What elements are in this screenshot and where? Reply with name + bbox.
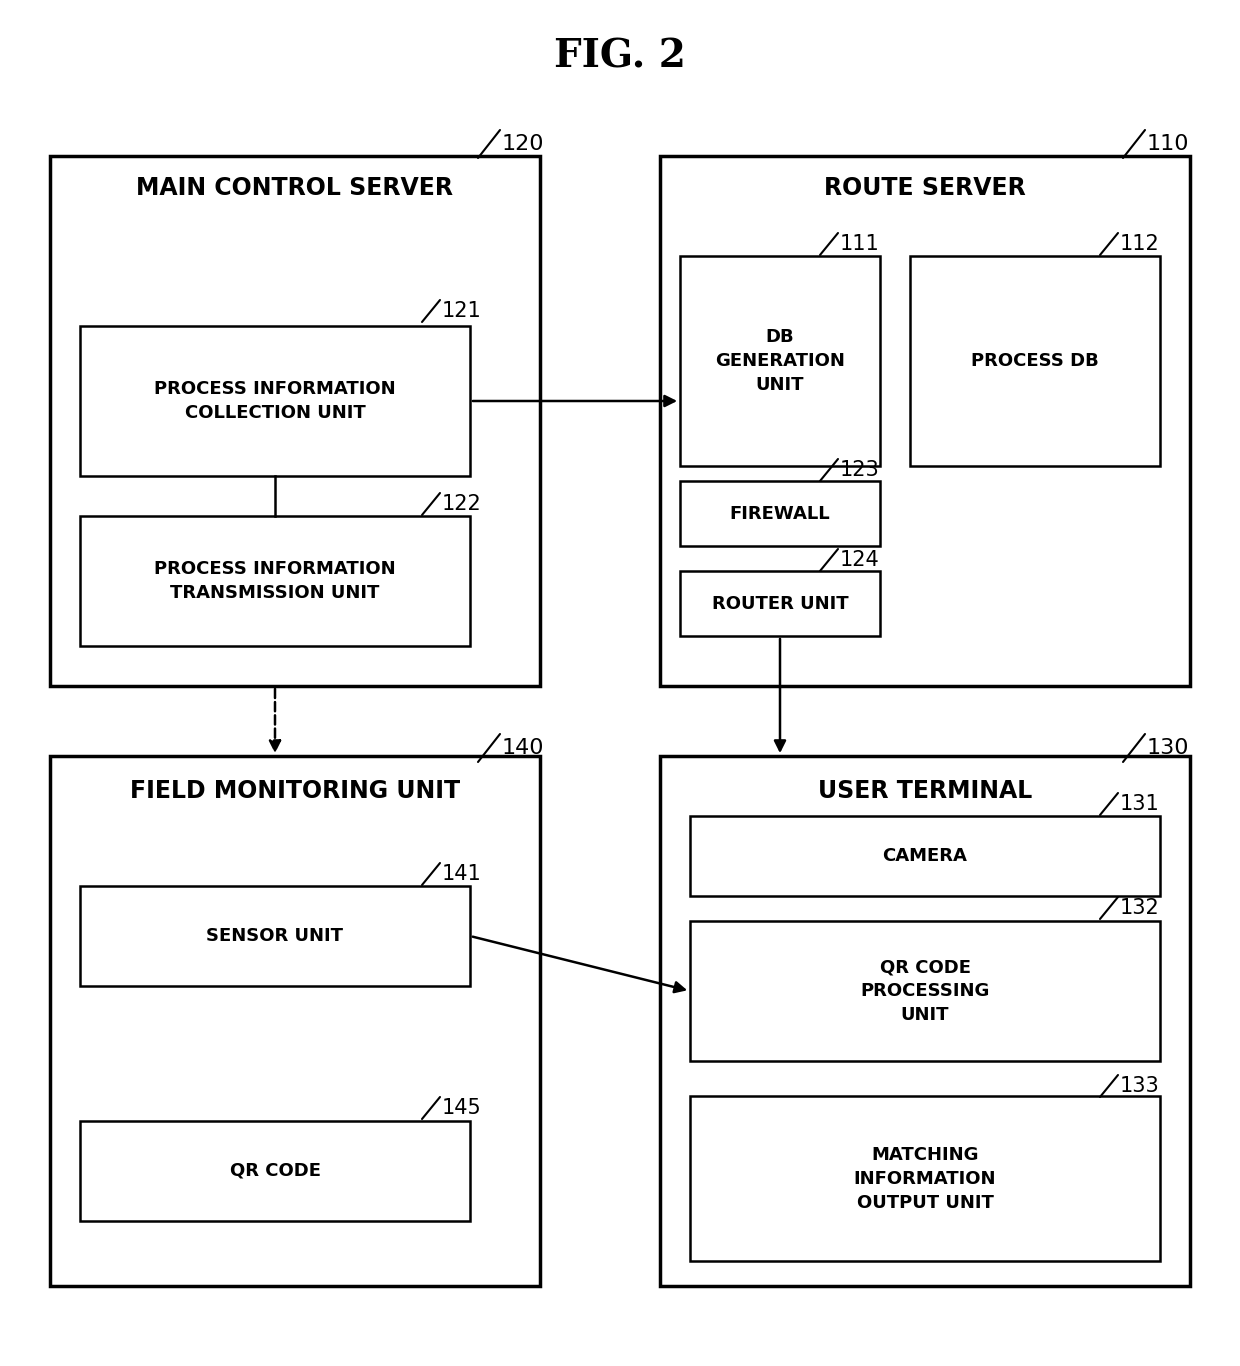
Bar [81, 887, 470, 986]
Bar [680, 481, 880, 546]
Text: 123: 123 [839, 460, 879, 479]
Text: QR CODE: QR CODE [229, 1162, 320, 1180]
Text: 122: 122 [441, 494, 482, 514]
Text: 133: 133 [1120, 1076, 1159, 1096]
Bar [689, 921, 1159, 1061]
Text: MAIN CONTROL SERVER: MAIN CONTROL SERVER [136, 176, 454, 199]
Text: 110: 110 [1147, 134, 1189, 154]
Bar [910, 255, 1159, 466]
Text: 141: 141 [441, 865, 482, 884]
Text: 124: 124 [839, 550, 879, 570]
Text: PROCESS DB: PROCESS DB [971, 352, 1099, 370]
Text: 132: 132 [1120, 897, 1159, 918]
Text: 130: 130 [1147, 738, 1189, 758]
Bar [50, 755, 539, 1285]
Text: 112: 112 [1120, 234, 1159, 254]
Text: 111: 111 [839, 234, 879, 254]
Bar [689, 816, 1159, 896]
Text: 140: 140 [502, 738, 544, 758]
Bar [689, 1096, 1159, 1261]
Text: DB
GENERATION
UNIT: DB GENERATION UNIT [715, 328, 844, 393]
Text: PROCESS INFORMATION
TRANSMISSION UNIT: PROCESS INFORMATION TRANSMISSION UNIT [154, 560, 396, 602]
Text: FIREWALL: FIREWALL [729, 505, 831, 523]
Text: 131: 131 [1120, 794, 1159, 814]
Text: ROUTER UNIT: ROUTER UNIT [712, 596, 848, 613]
Text: ROUTE SERVER: ROUTE SERVER [825, 176, 1025, 199]
Text: FIG. 2: FIG. 2 [554, 37, 686, 75]
Text: 121: 121 [441, 301, 482, 321]
Text: PROCESS INFORMATION
COLLECTION UNIT: PROCESS INFORMATION COLLECTION UNIT [154, 380, 396, 422]
Text: 145: 145 [441, 1098, 482, 1117]
Text: 120: 120 [502, 134, 544, 154]
Bar [660, 156, 1190, 686]
Text: FIELD MONITORING UNIT: FIELD MONITORING UNIT [130, 779, 460, 803]
Bar [680, 255, 880, 466]
Text: USER TERMINAL: USER TERMINAL [818, 779, 1032, 803]
Text: SENSOR UNIT: SENSOR UNIT [207, 928, 343, 945]
Bar [81, 1121, 470, 1221]
Bar [680, 571, 880, 637]
Bar [81, 516, 470, 646]
Text: MATCHING
INFORMATION
OUTPUT UNIT: MATCHING INFORMATION OUTPUT UNIT [854, 1146, 996, 1212]
Text: CAMERA: CAMERA [883, 847, 967, 865]
Bar [81, 326, 470, 475]
Bar [50, 156, 539, 686]
Text: QR CODE
PROCESSING
UNIT: QR CODE PROCESSING UNIT [861, 959, 990, 1023]
Bar [660, 755, 1190, 1285]
